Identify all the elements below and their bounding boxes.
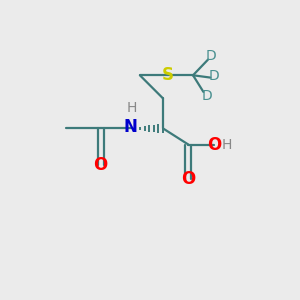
Text: H: H bbox=[221, 138, 232, 152]
Text: S: S bbox=[162, 66, 174, 84]
Text: O: O bbox=[181, 170, 196, 188]
Text: D: D bbox=[206, 49, 216, 63]
Text: D: D bbox=[209, 69, 220, 83]
Text: O: O bbox=[94, 156, 108, 174]
Text: N: N bbox=[124, 118, 138, 136]
Text: D: D bbox=[202, 88, 212, 103]
Text: H: H bbox=[127, 101, 137, 115]
Text: O: O bbox=[207, 136, 221, 154]
